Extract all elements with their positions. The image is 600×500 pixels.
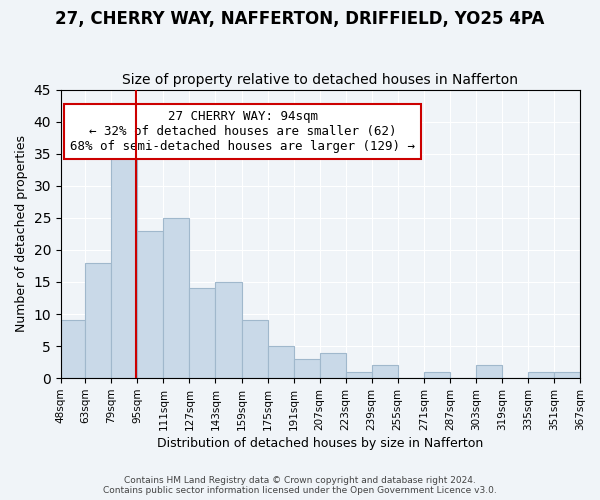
- Bar: [190, 288, 215, 378]
- Text: 27, CHERRY WAY, NAFFERTON, DRIFFIELD, YO25 4PA: 27, CHERRY WAY, NAFFERTON, DRIFFIELD, YO…: [55, 10, 545, 28]
- Bar: [372, 366, 398, 378]
- Bar: [528, 372, 554, 378]
- Bar: [424, 372, 450, 378]
- Bar: [163, 218, 190, 378]
- Text: 27 CHERRY WAY: 94sqm
← 32% of detached houses are smaller (62)
68% of semi-detac: 27 CHERRY WAY: 94sqm ← 32% of detached h…: [70, 110, 415, 153]
- Bar: [112, 148, 137, 378]
- Bar: [61, 320, 85, 378]
- Title: Size of property relative to detached houses in Nafferton: Size of property relative to detached ho…: [122, 73, 518, 87]
- Bar: [293, 359, 320, 378]
- Bar: [242, 320, 268, 378]
- Bar: [320, 352, 346, 378]
- Y-axis label: Number of detached properties: Number of detached properties: [15, 136, 28, 332]
- Bar: [215, 282, 242, 378]
- Bar: [476, 366, 502, 378]
- Text: Contains HM Land Registry data © Crown copyright and database right 2024.
Contai: Contains HM Land Registry data © Crown c…: [103, 476, 497, 495]
- Bar: [268, 346, 293, 378]
- Bar: [554, 372, 580, 378]
- Bar: [346, 372, 372, 378]
- Bar: [137, 230, 163, 378]
- Bar: [85, 262, 112, 378]
- X-axis label: Distribution of detached houses by size in Nafferton: Distribution of detached houses by size …: [157, 437, 484, 450]
